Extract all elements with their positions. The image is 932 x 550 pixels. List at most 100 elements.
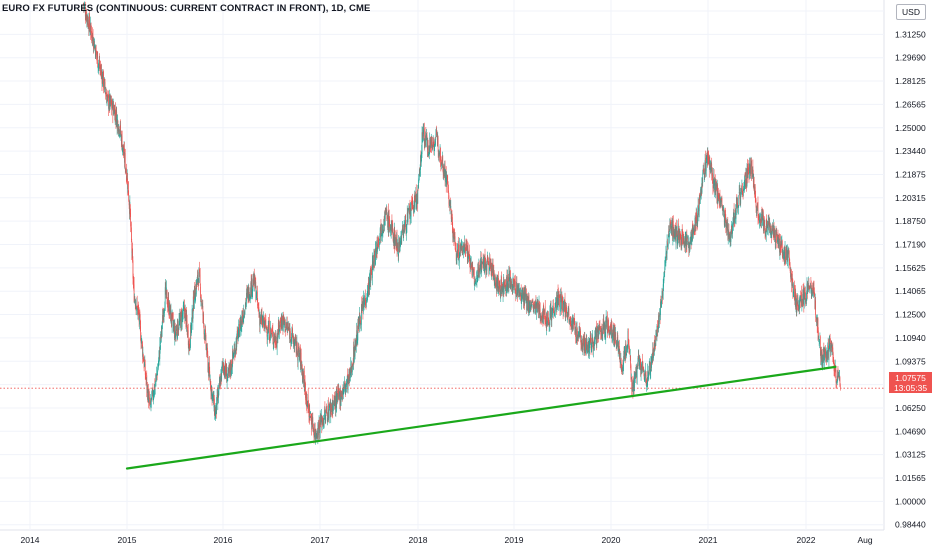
candle-body — [244, 309, 246, 315]
candle-body — [447, 187, 449, 192]
candle-body — [139, 319, 141, 325]
candle-body — [105, 93, 107, 95]
candle-body — [544, 306, 546, 322]
candle-body — [518, 287, 520, 297]
candle-body — [814, 298, 816, 309]
candle-body — [97, 51, 99, 68]
candle-body — [493, 271, 495, 283]
candle-body — [304, 380, 306, 386]
candle-body — [580, 340, 582, 344]
candle-body — [108, 94, 109, 109]
candle-body — [249, 294, 250, 301]
candle-body — [573, 318, 575, 320]
candle-body — [97, 66, 99, 69]
candle-body — [318, 426, 319, 436]
candle-body — [229, 362, 231, 372]
candle-body — [132, 248, 133, 262]
candle-body — [372, 259, 374, 264]
candle-body — [166, 287, 167, 295]
candle-body — [388, 214, 390, 230]
candle-body — [468, 249, 470, 257]
candle-body — [826, 355, 827, 362]
candle-body — [151, 391, 153, 400]
candle-body — [403, 233, 405, 236]
candle-body — [471, 265, 472, 266]
candle-body — [427, 144, 429, 151]
candle-body — [734, 209, 736, 220]
candle-body — [399, 240, 401, 248]
candle-body — [110, 99, 112, 103]
candle-body — [465, 249, 466, 251]
candle-body — [599, 326, 601, 330]
candle-body — [257, 303, 259, 306]
candle-body — [572, 318, 573, 330]
candle-body — [87, 17, 88, 24]
candle-body — [538, 308, 539, 309]
candle-body — [144, 363, 146, 375]
candle-body — [93, 41, 95, 50]
candle-body — [692, 224, 694, 232]
candle-body — [174, 325, 176, 336]
candle-body — [684, 240, 685, 245]
candle-body — [367, 283, 369, 285]
candle-body — [371, 261, 373, 278]
candle-body — [618, 346, 620, 352]
candle-body — [754, 190, 755, 195]
candle-body — [702, 172, 704, 184]
candle-body — [219, 378, 221, 384]
candle-body — [673, 231, 675, 238]
candle-body — [834, 369, 835, 372]
candle-body — [481, 260, 482, 273]
candle-body — [472, 268, 474, 273]
candle-body — [423, 129, 424, 134]
candle-body — [356, 331, 358, 341]
candle-body — [614, 327, 616, 340]
candle-body — [219, 379, 221, 385]
candle-body — [279, 329, 280, 333]
candle-body — [526, 297, 528, 311]
candle-body — [365, 299, 367, 305]
candle-body — [542, 306, 544, 324]
candle-body — [202, 313, 204, 317]
candle-body — [282, 317, 284, 329]
candle-body — [196, 278, 198, 285]
candle-body — [734, 220, 736, 222]
candle-body — [466, 246, 468, 251]
candle-body — [714, 181, 716, 195]
candle-body — [388, 210, 389, 230]
candle-body — [156, 373, 157, 375]
candle-body — [260, 315, 262, 322]
candle-body — [119, 123, 121, 132]
candle-body — [267, 326, 269, 336]
candle-body — [824, 349, 826, 354]
candle-body — [659, 314, 661, 317]
candle-body — [518, 286, 519, 288]
currency-badge[interactable]: USD — [896, 4, 926, 20]
candle-body — [650, 369, 651, 373]
candle-body — [615, 334, 616, 337]
candle-body — [241, 321, 242, 323]
candle-body — [788, 252, 789, 254]
candle-body — [86, 15, 88, 22]
candle-body — [309, 409, 311, 420]
candle-body — [647, 371, 649, 386]
candle-body — [582, 341, 584, 351]
candle-body — [381, 230, 383, 233]
candle-body — [765, 230, 767, 233]
y-tick-label: 1.06250 — [895, 403, 926, 413]
candle-body — [820, 349, 822, 359]
candle-body — [478, 264, 480, 279]
candle-body — [806, 292, 807, 301]
candle-body — [406, 219, 408, 233]
candle-body — [404, 215, 406, 222]
candle-body — [193, 296, 194, 310]
candle-body — [142, 354, 144, 361]
candle-body — [576, 329, 578, 341]
candle-body — [243, 313, 245, 315]
candle-body — [660, 302, 662, 305]
candle-body — [326, 413, 328, 421]
candle-body — [259, 314, 261, 326]
candle-body — [801, 301, 803, 306]
